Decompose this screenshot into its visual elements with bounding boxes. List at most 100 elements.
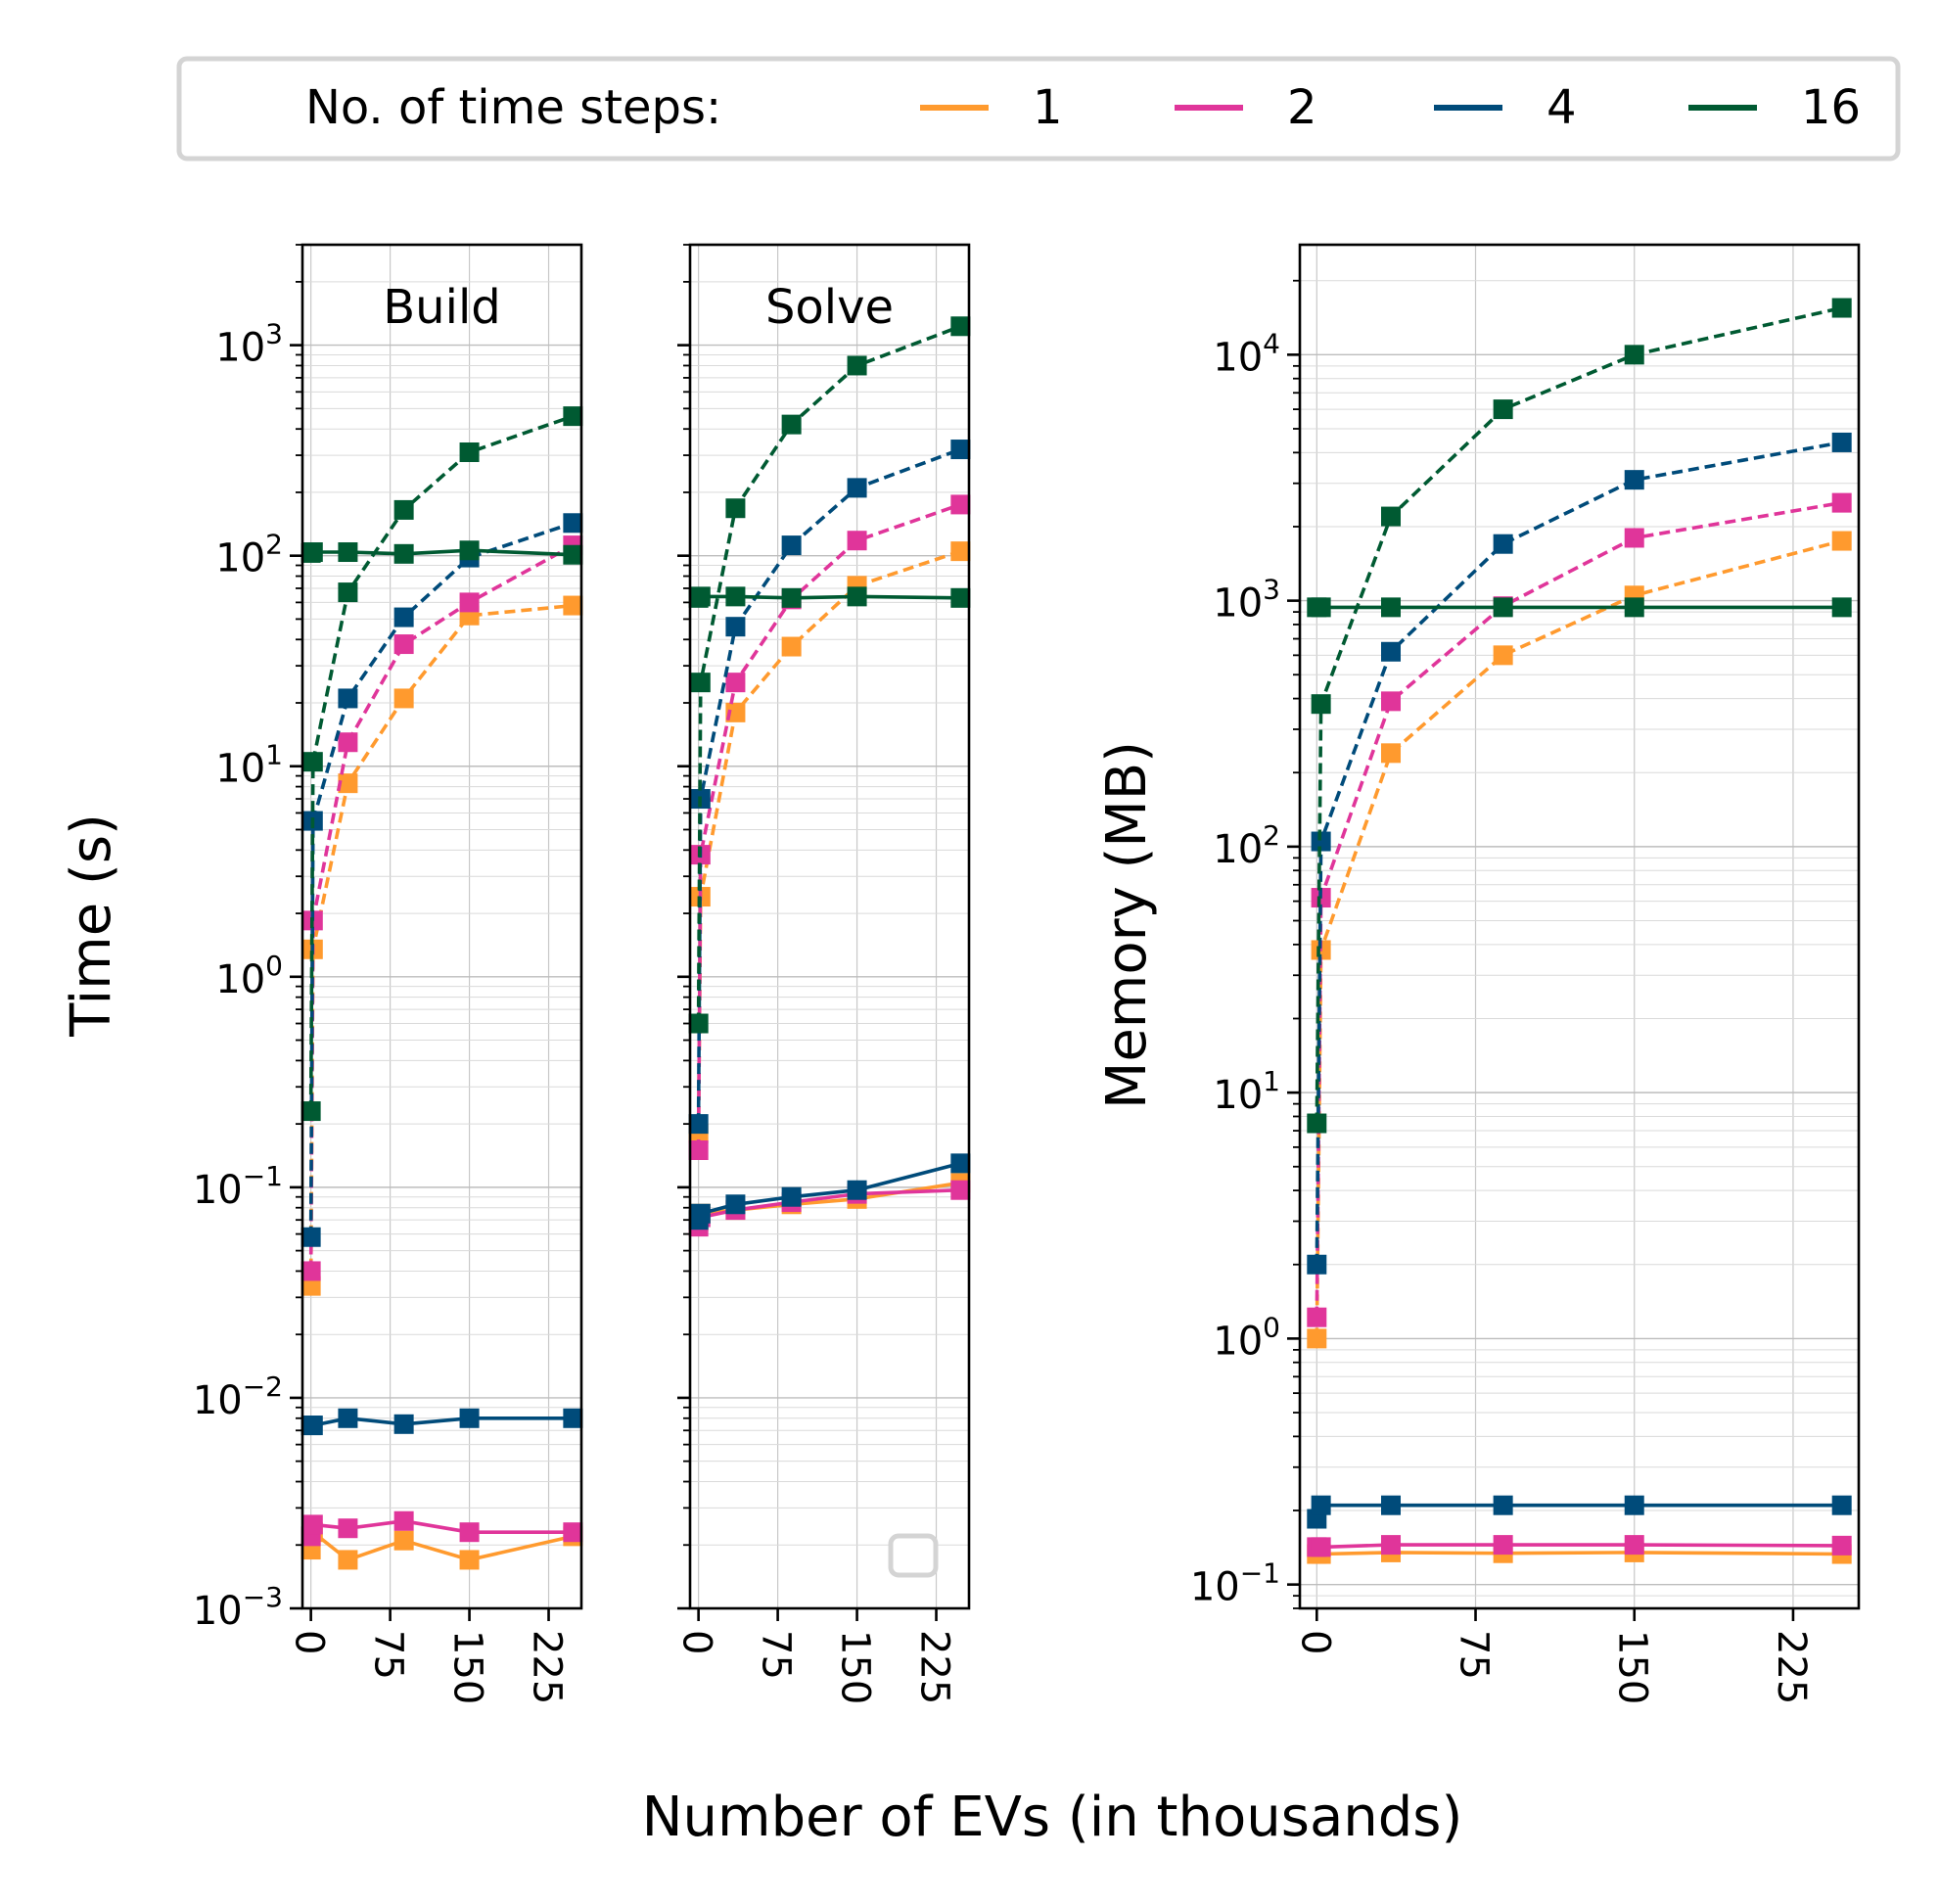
y-axis: 10−3 10−2 10−1 100 101 102 103	[193, 244, 302, 1634]
series-line	[1315, 500, 1843, 1318]
y-tick-label: 103	[215, 318, 283, 371]
series-line	[696, 502, 961, 1151]
x-axis: 0 75 150 225	[674, 1608, 957, 1704]
y-axis-label-time: Time (s)	[60, 813, 123, 1038]
x-tick-label: 150	[833, 1630, 878, 1704]
data-point	[1307, 1307, 1327, 1327]
grid	[1300, 245, 1859, 1609]
data-point	[1311, 1537, 1331, 1557]
data-point	[781, 636, 802, 657]
series-16-solid	[300, 540, 583, 565]
data-point	[1624, 597, 1644, 618]
data-point	[690, 673, 711, 693]
data-point	[1624, 528, 1644, 548]
y-tick-label: 102	[1213, 819, 1280, 872]
data-point	[300, 1101, 321, 1122]
data-point	[338, 1550, 358, 1570]
data-point	[302, 542, 323, 563]
data-point	[1493, 1495, 1513, 1515]
panel-memory: 10−1 100 101 102 103 104 0 75 150 225	[1190, 243, 1861, 1704]
data-point	[563, 544, 583, 565]
series-4-solid	[688, 1153, 971, 1231]
legend-label-2: 2	[1287, 80, 1317, 135]
data-point	[1493, 399, 1513, 420]
series-16-dashed	[688, 316, 971, 1034]
data-point	[563, 406, 583, 427]
series-line	[1315, 305, 1843, 1124]
data-point	[1831, 1495, 1852, 1515]
series-group	[1307, 298, 1852, 1564]
legend-label-1: 1	[1033, 80, 1063, 135]
data-point	[1493, 597, 1513, 618]
data-point	[1381, 597, 1402, 618]
legend-title: No. of time steps:	[305, 80, 721, 135]
data-point	[847, 531, 867, 551]
data-point	[1624, 470, 1644, 490]
y-tick-label: 104	[1213, 327, 1280, 380]
data-point	[781, 1186, 802, 1207]
data-point	[393, 1510, 414, 1531]
x-tick-label: 225	[525, 1630, 570, 1704]
data-point	[725, 586, 746, 607]
legend-entry-4: 4	[1434, 80, 1577, 135]
series-2-solid	[300, 1510, 583, 1547]
data-point	[725, 1194, 746, 1215]
x-axis: 0 75 150 225	[1292, 1608, 1814, 1704]
data-point	[302, 752, 323, 772]
series-2-solid	[1307, 1535, 1852, 1557]
data-point	[688, 1013, 709, 1034]
data-point	[1831, 492, 1852, 513]
data-point	[1311, 831, 1331, 852]
x-tick-label: 225	[912, 1630, 957, 1704]
panel-solve: 0 75 150 225 Solve	[674, 243, 971, 1704]
x-tick-label: 0	[1292, 1630, 1337, 1654]
data-point	[393, 499, 414, 520]
data-point	[950, 440, 971, 460]
x-tick-label: 75	[754, 1630, 799, 1680]
data-point	[1831, 1535, 1852, 1556]
legend-entry-16: 16	[1688, 80, 1861, 135]
data-point	[847, 478, 867, 498]
series-16-dashed	[300, 406, 583, 1122]
y-tick-label: 10−3	[193, 1581, 283, 1634]
data-point	[725, 673, 746, 693]
data-point	[781, 414, 802, 435]
data-point	[950, 1153, 971, 1174]
x-axis: 0 75 150 225	[287, 1608, 570, 1704]
legend-label-16: 16	[1801, 80, 1861, 135]
series-16-solid	[688, 586, 971, 608]
data-point	[690, 586, 711, 607]
data-point	[459, 442, 480, 463]
data-point	[1831, 597, 1852, 618]
data-point	[781, 535, 802, 556]
data-point	[1493, 534, 1513, 554]
data-point	[1381, 506, 1402, 527]
data-point	[338, 542, 358, 563]
series-group	[300, 406, 583, 1570]
data-point	[338, 732, 358, 753]
data-point	[338, 688, 358, 709]
data-point	[1307, 1254, 1327, 1275]
data-point	[1831, 531, 1852, 551]
data-point	[950, 1180, 971, 1200]
series-4-dashed	[1307, 432, 1852, 1275]
y-tick-label: 10−1	[193, 1160, 283, 1213]
data-point	[688, 1139, 709, 1160]
axes-frame	[300, 243, 583, 1610]
y-tick-label: 101	[215, 739, 283, 792]
legend-frame	[176, 56, 1901, 162]
data-point	[690, 1203, 711, 1224]
data-point	[1311, 597, 1331, 618]
y-axis: 10−1 100 101 102 103 104	[1190, 279, 1300, 1610]
data-point	[338, 582, 358, 603]
data-point	[1311, 1495, 1331, 1515]
panel-build: 10−3 10−2 10−1 100 101 102 103 0 75 150 225 Build	[193, 243, 583, 1704]
data-point	[1831, 298, 1852, 318]
series-line	[696, 549, 961, 1135]
data-point	[1381, 743, 1402, 764]
series-2-dashed	[1307, 492, 1852, 1327]
data-point	[1381, 1495, 1402, 1515]
data-point	[393, 1414, 414, 1434]
legend: No. of time steps: 1 2 4 16	[176, 56, 1901, 162]
legend-entry-2: 2	[1175, 80, 1317, 135]
